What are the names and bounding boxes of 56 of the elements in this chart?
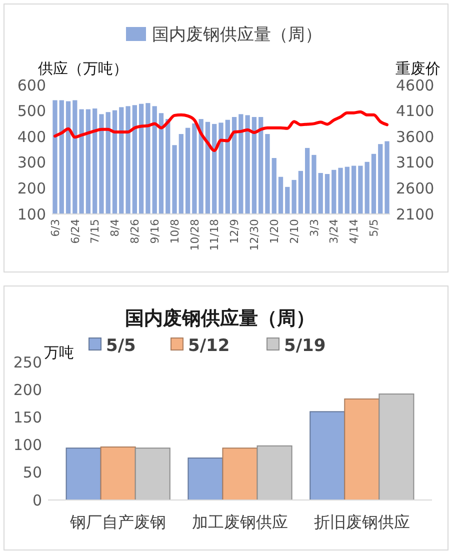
y-tick-label: 500 [17, 102, 46, 120]
x-tick-label: 12/9 [228, 219, 242, 244]
y-tick-label: 0 [32, 491, 42, 510]
x-tick-label: 钢厂自产废钢 [69, 512, 166, 532]
y-tick-label: 100 [13, 436, 42, 454]
chart-title: 国内废钢供应量（周） [125, 308, 315, 330]
x-tick-label: 4/14 [348, 219, 361, 244]
x-tick-label: 1/20 [268, 219, 281, 244]
legend-label: 5/12 [188, 336, 230, 356]
bar [66, 448, 102, 500]
y-tick-label: 150 [13, 408, 42, 426]
x-tick-label: 3/24 [328, 219, 341, 244]
x-tick-label: 9/16 [148, 219, 162, 244]
y-tick-label: 250 [13, 353, 42, 372]
legend-label: 5/5 [106, 336, 136, 356]
y-axis-title: 供应（万吨） [38, 59, 128, 78]
x-tick-label: 11/18 [208, 219, 222, 251]
x-tick-label: 8/26 [128, 219, 142, 244]
y2-tick-label: 3600 [396, 128, 434, 146]
y-tick-label: 200 [13, 380, 42, 399]
bar [222, 448, 258, 500]
y-tick-label: 600 [17, 76, 46, 94]
bar [378, 394, 414, 500]
x-tick-label: 5/5 [368, 219, 381, 237]
x-tick-label: 2/10 [288, 219, 301, 244]
x-tick-label: 10/28 [188, 219, 202, 251]
x-tick-label: 加工废钢供应 [192, 512, 288, 532]
line-series [53, 110, 389, 152]
x-tick-label: 7/15 [88, 219, 102, 244]
y2-tick-label: 4600 [396, 76, 434, 94]
x-tick-label: 6/24 [68, 219, 82, 244]
x-tick-label: 12/30 [248, 219, 262, 251]
bar [344, 398, 380, 500]
x-tick-label: 10/8 [168, 219, 182, 244]
x-tick-label: 折旧废钢供应 [314, 512, 410, 532]
legend-label: 5/19 [284, 336, 326, 356]
bar [188, 458, 224, 500]
y-tick-label: 200 [17, 179, 46, 198]
bar [100, 446, 136, 500]
y-tick-label: 100 [17, 205, 46, 224]
y2-tick-label: 4100 [396, 102, 434, 120]
legend-label: 国内废钢供应量（周） [152, 24, 322, 45]
x-tick-label: 3/3 [308, 219, 321, 237]
y2-tick-label: 2600 [396, 179, 434, 198]
y-tick-label: 300 [17, 154, 46, 172]
y-axis-title: 万吨 [44, 343, 74, 362]
bar [134, 448, 170, 500]
y-tick-label: 50 [22, 464, 42, 482]
bar [256, 445, 292, 500]
y-tick-label: 400 [17, 128, 46, 146]
y2-tick-label: 3100 [396, 154, 434, 172]
x-tick-label: 6/3 [48, 219, 62, 237]
y2-tick-label: 2100 [396, 205, 434, 224]
y2-axis-title: 重废价 [396, 59, 440, 78]
bar [310, 411, 346, 500]
x-tick-label: 8/4 [108, 219, 122, 237]
